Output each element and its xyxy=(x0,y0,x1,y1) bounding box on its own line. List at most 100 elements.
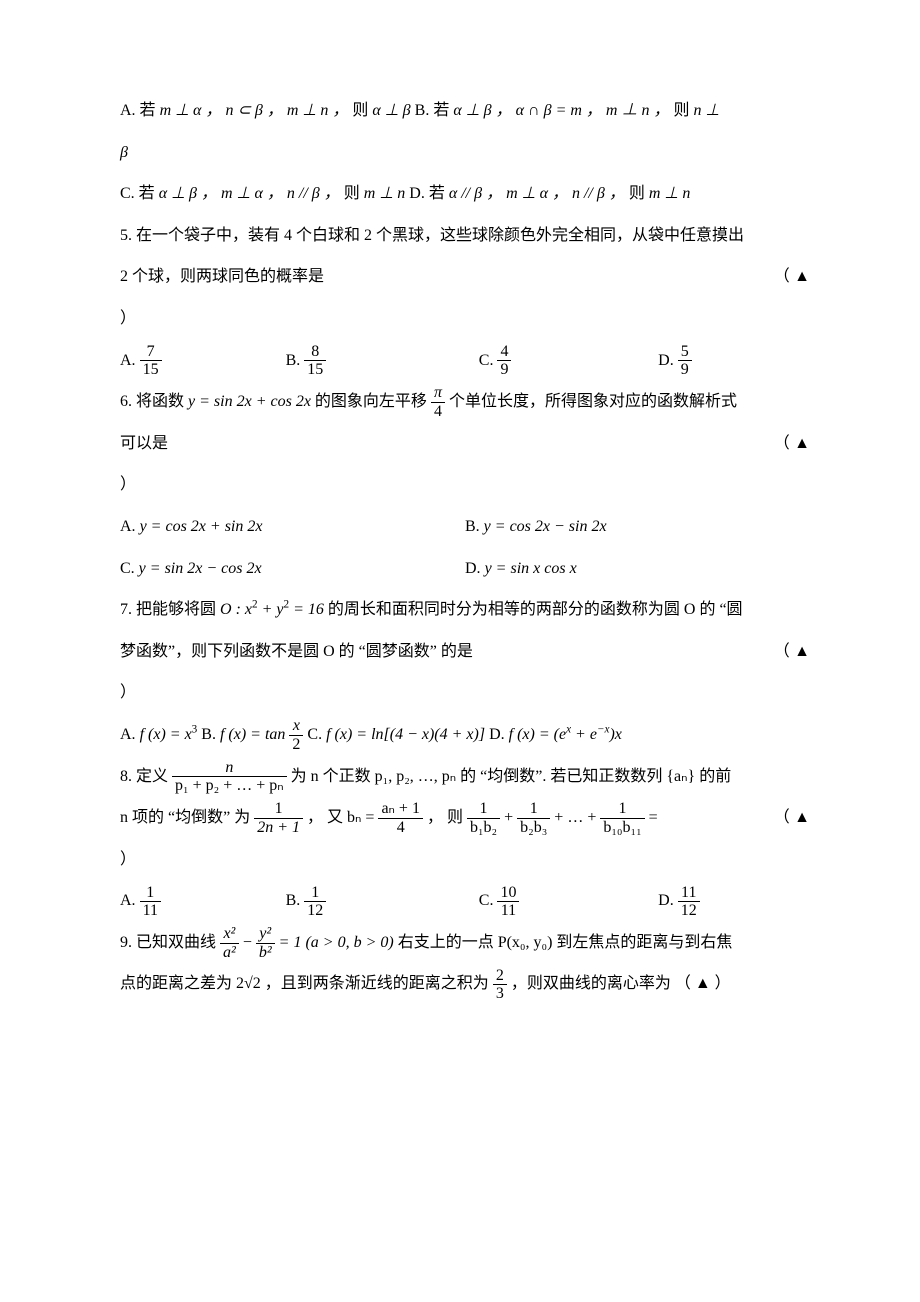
q8-option-D: D. 1112 xyxy=(658,880,810,922)
q8-A-frac: 111 xyxy=(140,884,161,920)
q6-option-D: D. y = sin x cos x xyxy=(465,548,810,590)
q7-circle: O : x2 + y2 = 16 xyxy=(220,601,324,618)
q6-close-paren: ） xyxy=(120,464,810,506)
q7-option-A: A. f (x) = x3 xyxy=(120,726,197,743)
q4-options-line1: A. 若 m ⊥ α ， n ⊂ β ， m ⊥ n ， 则 α ⊥ β B. … xyxy=(120,90,810,132)
q6-stem-line2: 可以是 （ ▲ xyxy=(120,423,810,465)
q5-C-frac: 49 xyxy=(497,343,511,379)
q5-B-frac: 815 xyxy=(304,343,326,379)
q7-B-frac: x2 xyxy=(289,717,303,753)
q6-pre: 6. 将函数 xyxy=(120,393,188,410)
q9-stem-line2: 点的距离之差为 2√2 ，且到两条渐近线的距离之积为 23 ，则双曲线的离心率为… xyxy=(120,963,810,1005)
q7-option-D: D. f (x) = (ex + e−x)x xyxy=(489,726,622,743)
q4-D-label: D. 若 xyxy=(405,185,449,202)
q6-mid1: 的图象向左平移 xyxy=(311,393,431,410)
q7-line2-text: 梦函数”，则下列函数不是圆 O 的 “圆梦函数” 的是 xyxy=(120,631,766,673)
q7-options: A. f (x) = x3 B. f (x) = tan x2 C. f (x)… xyxy=(120,714,810,756)
q6-line2-text: 可以是 xyxy=(120,423,766,465)
q4-A-label: A. 若 xyxy=(120,102,160,119)
q8-f2: aₙ + 14 xyxy=(378,800,423,836)
q6-option-B: B. y = cos 2x − sin 2x xyxy=(465,506,810,548)
q8-option-C: C. 1011 xyxy=(479,880,658,922)
q9-stem-line1: 9. 已知双曲线 x²a² − y²b² = 1 (a > 0, b > 0) … xyxy=(120,922,810,964)
q8-s2: 1b₂b₃ xyxy=(517,800,550,836)
q4-A-mid: 则 xyxy=(348,102,372,119)
q5-stem-line1: 5. 在一个袋子中，装有 4 个白球和 2 个黑球，这些球除颜色外完全相同，从袋… xyxy=(120,215,810,257)
q4-A-math: m ⊥ α ， n ⊂ β ， m ⊥ n ， xyxy=(160,102,349,119)
q4-B-math: α ⊥ β ， α ∩ β = m ， m ⊥ n ， xyxy=(453,102,669,119)
q5-A-label: A. xyxy=(120,352,140,369)
q7-option-C: C. f (x) = ln[(4 − x)(4 + x)] xyxy=(307,726,485,743)
q4-A-concl: α ⊥ β xyxy=(372,102,410,119)
q4-D-mid: 则 xyxy=(625,185,649,202)
q8-f1: 12n + 1 xyxy=(254,800,303,836)
q8-stem-line2: n 项的 “均倒数” 为 12n + 1 ， 又 bₙ = aₙ + 14 ， … xyxy=(120,797,810,839)
q5-option-D: D. 59 xyxy=(658,340,810,382)
q8-mid1: 为 n 个正数 xyxy=(291,768,375,785)
q7-stem-line2: 梦函数”，则下列函数不是圆 O 的 “圆梦函数” 的是 （ ▲ xyxy=(120,631,810,673)
q9-eq1: = 1 (a > 0, b > 0) xyxy=(279,934,394,951)
q9-tail: ，则双曲线的离心率为 （ ▲ ） xyxy=(507,975,731,992)
q8-stem-line1: 8. 定义 np₁ + p₂ + … + pₙ 为 n 个正数 p₁, p₂, … xyxy=(120,756,810,798)
q4-B-mid: 则 xyxy=(669,102,693,119)
q7-post: 的周长和面积同时分为相等的两部分的函数称为圆 O 的 “圆 xyxy=(324,601,743,618)
q4-B-label: B. 若 xyxy=(411,102,454,119)
q6-mid2: 个单位长度，所得图象对应的函数解析式 xyxy=(445,393,737,410)
q6-options-row1: A. y = cos 2x + sin 2x B. y = cos 2x − s… xyxy=(120,506,810,548)
q4-C-concl: m ⊥ n xyxy=(364,185,406,202)
q4-C-label: C. 若 xyxy=(120,185,159,202)
q5-B-label: B. xyxy=(286,352,305,369)
q4-C-mid: 则 xyxy=(340,185,364,202)
q5-option-A: A. 715 xyxy=(120,340,286,382)
q9-mid: 右支上的一点 xyxy=(398,934,498,951)
q9-point: P(x₀, y₀) xyxy=(498,934,553,951)
q8-line2-text: n 项的 “均倒数” 为 12n + 1 ， 又 bₙ = aₙ + 14 ， … xyxy=(120,797,766,839)
q8-C-frac: 1011 xyxy=(497,884,519,920)
q5-D-frac: 59 xyxy=(678,343,692,379)
q7-close-paren: ） xyxy=(120,672,810,714)
q7-answer-marker: （ ▲ xyxy=(766,631,810,673)
q9-pre: 9. 已知双曲线 xyxy=(120,934,220,951)
q8-options: A. 111 B. 112 C. 1011 D. 1112 xyxy=(120,880,810,922)
q9-post: 到左焦点的距离与到右焦 xyxy=(552,934,732,951)
q6-options-row2: C. y = sin 2x − cos 2x D. y = sin x cos … xyxy=(120,548,810,590)
q9-t1: x²a² xyxy=(220,925,239,961)
q5-close-paren: ） xyxy=(120,298,810,340)
q4-beta: β xyxy=(120,144,128,161)
q9-t2: y²b² xyxy=(256,925,275,961)
q4-D-math: α // β ， m ⊥ α ， n // β ， xyxy=(449,185,625,202)
q4-options-line2: C. 若 α ⊥ β ， m ⊥ α ， n // β ， 则 m ⊥ n D.… xyxy=(120,173,810,215)
q8-answer-marker: （ ▲ xyxy=(766,797,810,839)
q5-option-B: B. 815 xyxy=(286,340,479,382)
q6-func: y = sin 2x + cos 2x xyxy=(188,393,311,410)
q4-B-concl: n ⊥ xyxy=(694,102,720,119)
q6-option-A: A. y = cos 2x + sin 2x xyxy=(120,506,465,548)
q8-option-A: A. 111 xyxy=(120,880,286,922)
q6-answer-marker: （ ▲ xyxy=(766,423,810,465)
q8-close-paren: ） xyxy=(120,839,810,881)
q8-def-frac: np₁ + p₂ + … + pₙ xyxy=(172,759,287,795)
q5-options: A. 715 B. 815 C. 49 D. 59 xyxy=(120,340,810,382)
q6-stem-line1: 6. 将函数 y = sin 2x + cos 2x 的图象向左平移 π4 个单… xyxy=(120,381,810,423)
q8-plist: p₁, p₂, …, pₙ xyxy=(375,768,457,785)
q4-C-math: α ⊥ β ， m ⊥ α ， n // β ， xyxy=(159,185,340,202)
q8-mid2: 的 “均倒数”. 若已知正数数列 {aₙ} 的前 xyxy=(456,768,731,785)
q8-option-B: B. 112 xyxy=(286,880,479,922)
q6-option-C: C. y = sin 2x − cos 2x xyxy=(120,548,465,590)
q8-B-frac: 112 xyxy=(304,884,326,920)
q7-stem-line1: 7. 把能够将圆 O : x2 + y2 = 16 的周长和面积同时分为相等的两… xyxy=(120,589,810,631)
q9-diff: 2√2 xyxy=(236,975,261,992)
q5-A-frac: 715 xyxy=(140,343,162,379)
q5-answer-marker: （ ▲ xyxy=(766,256,810,298)
q7-option-B: B. f (x) = tan x2 xyxy=(201,726,303,743)
q5-stem-line2: 2 个球，则两球同色的概率是 （ ▲ xyxy=(120,256,810,298)
q4-beta-line: β xyxy=(120,132,810,174)
q9-prod-frac: 23 xyxy=(493,967,507,1003)
q8-s3: 1b₁₀b₁₁ xyxy=(600,800,644,836)
q8-D-frac: 1112 xyxy=(678,884,700,920)
q6-shift-frac: π4 xyxy=(431,384,445,420)
q5-C-label: C. xyxy=(479,352,498,369)
q5-D-label: D. xyxy=(658,352,678,369)
q8-pre: 8. 定义 xyxy=(120,768,172,785)
q4-D-concl: m ⊥ n xyxy=(649,185,691,202)
